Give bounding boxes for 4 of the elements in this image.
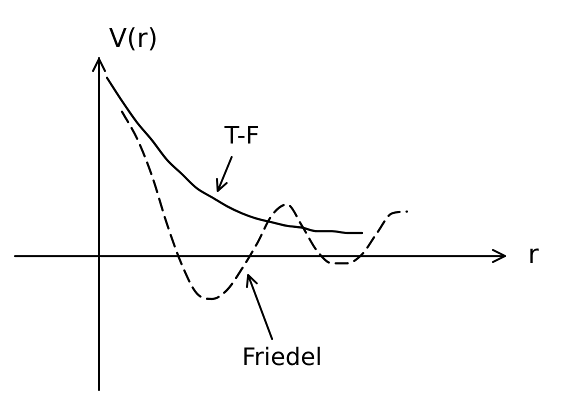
- x-axis-title: r: [528, 240, 539, 270]
- y-axis-title: V(r): [109, 24, 158, 54]
- series-label: T-F: [224, 122, 260, 150]
- text: Friedel: [242, 342, 322, 371]
